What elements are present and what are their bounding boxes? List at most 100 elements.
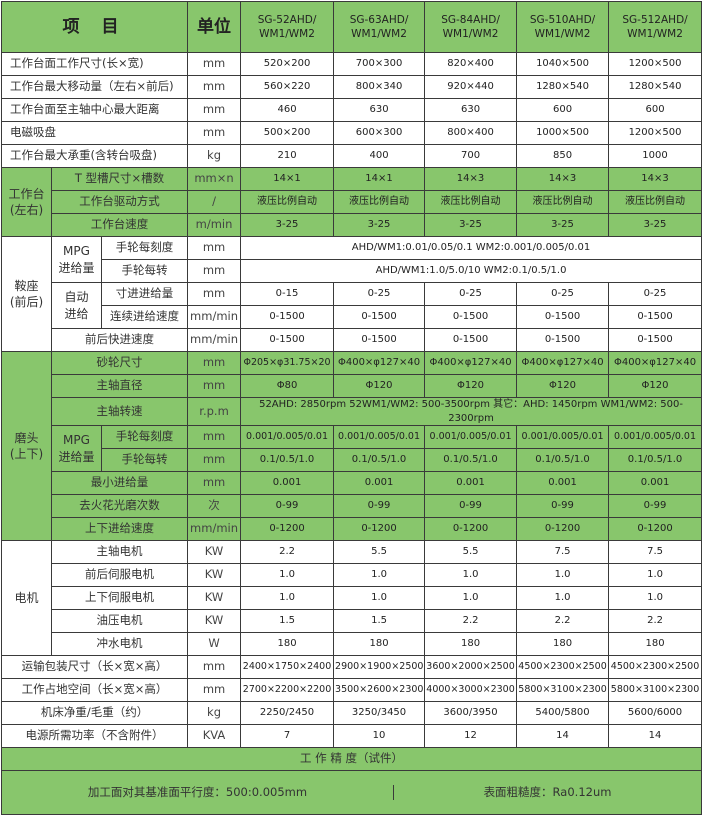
table-row: 手轮每转 mm 0.1/0.5/1.0 0.1/0.5/1.0 0.1/0.5/1.0 0… — [1, 448, 703, 472]
value-cell: 3-25 — [240, 213, 335, 237]
value-cell: 1.0 — [608, 586, 703, 610]
value-cell: 0-99 — [424, 494, 518, 518]
value-cell: 1000×500 — [516, 121, 610, 145]
value-cell: 0-1500 — [240, 305, 335, 329]
value-cell: 630 — [333, 98, 426, 122]
value-cell: Φ80 — [240, 374, 335, 398]
value-cell-span: 52AHD: 2850rpm 52WM1/WM2: 500-3500rpm 其它… — [240, 397, 703, 426]
unit-cell: KVA — [187, 724, 242, 748]
value-cell: 1.0 — [424, 563, 518, 587]
unit-cell: mm — [187, 471, 242, 495]
unit-cell: kg — [187, 701, 242, 725]
value-cell: 0-1500 — [240, 328, 335, 352]
value-cell: 1.0 — [333, 563, 426, 587]
value-cell: 3-25 — [424, 213, 518, 237]
value-cell: 0-1500 — [424, 328, 518, 352]
unit-cell: mm — [187, 236, 242, 260]
table-row: 电源所需功率（不含附件） KVA 7 10 12 14 14 — [0, 724, 703, 748]
table-row: 上下伺服电机 KW 1.0 1.0 1.0 1.0 1.0 — [2, 586, 703, 610]
value-cell: 液压比例自动 — [240, 190, 335, 214]
table-row: 工作占地空间（长×宽×高） mm 2700×2200×2200 3500×2600×2… — [0, 678, 703, 702]
value-cell: 1.0 — [608, 563, 703, 587]
value-cell: 1.5 — [240, 609, 335, 633]
group-label: 工作台 (左右) — [1, 167, 52, 237]
value-cell: 2400×1750×2400 — [240, 655, 335, 679]
value-cell: 180 — [608, 632, 703, 656]
unit-cell: r.p.m — [187, 397, 242, 426]
value-cell: 2700×2200×2200 — [240, 678, 335, 702]
unit-cell: W — [187, 632, 242, 656]
value-cell: 1.0 — [240, 563, 335, 587]
row-label: 工作台面工作尺寸(长×宽) — [0, 52, 189, 76]
value-cell: 0-1500 — [516, 328, 610, 352]
value-cell: 7.5 — [608, 540, 703, 564]
value-cell: 液压比例自动 — [424, 190, 518, 214]
unit-cell: mm — [187, 259, 242, 283]
value-cell: 14×3 — [516, 167, 610, 191]
row-label: 手轮每转 — [100, 448, 189, 472]
value-cell: 0.001 — [240, 471, 335, 495]
row-label: 前后伺服电机 — [50, 563, 189, 587]
value-cell: Φ120 — [608, 374, 703, 398]
table-row: 工作台 (左右) T 型槽尺寸×槽数 mm×n 14×1 14×1 14×3 14×3 14×… — [1, 167, 703, 237]
value-cell: 14 — [516, 724, 610, 748]
value-cell: 0-1200 — [608, 517, 703, 541]
header-row: 项 目 单位 SG-52AHD/ WM1/WM2 SG-63AHD/ WM1/W… — [0, 1, 703, 53]
value-cell: 0-99 — [516, 494, 610, 518]
table-row: 工作台最大承重(含转台吸盘) kg 210 400 700 850 1000 — [0, 144, 703, 168]
row-label: 上下伺服电机 — [50, 586, 189, 610]
row-label: 主轴电机 — [50, 540, 189, 564]
value-cell: 0.001 — [608, 471, 703, 495]
table-row: 电机 主轴电机 KW 2.2 5.5 5.5 7.5 7.5 — [1, 540, 703, 656]
row-label: 工作台最大移动量（左右×前后) — [0, 75, 189, 99]
value-cell: 5800×3100×2300 — [516, 678, 610, 702]
unit-cell: mm — [187, 655, 242, 679]
table-row: 运输包装尺寸（长×宽×高） mm 2400×1750×2400 2900×1900×2… — [0, 655, 703, 679]
value-cell: 3600/3950 — [424, 701, 518, 725]
value-cell: 700×300 — [333, 52, 426, 76]
value-cell: 1200×500 — [608, 52, 703, 76]
value-cell: 5600/6000 — [608, 701, 703, 725]
value-cell: 2.2 — [516, 609, 610, 633]
value-cell: Φ120 — [424, 374, 518, 398]
row-label: T 型槽尺寸×槽数 — [50, 167, 189, 191]
value-cell: 500×200 — [240, 121, 335, 145]
value-cell: 14×1 — [333, 167, 426, 191]
value-cell: 0.001 — [424, 471, 518, 495]
unit-cell: mm — [187, 678, 242, 702]
value-cell: Φ400×φ127×40 — [608, 351, 703, 375]
unit-cell: kg — [187, 144, 242, 168]
value-cell: 2.2 — [240, 540, 335, 564]
value-cell: 0-25 — [608, 282, 703, 306]
row-label: 主轴转速 — [50, 397, 189, 426]
value-cell: 0-1500 — [424, 305, 518, 329]
value-cell: 0.001 — [516, 471, 610, 495]
value-cell: 0-1200 — [424, 517, 518, 541]
precision-cell: 加工面对其基准面平行度：500:0.005mm 表面粗糙度：Ra0.12um — [0, 770, 703, 815]
value-cell: 1.0 — [424, 586, 518, 610]
row-label: 工作台速度 — [50, 213, 189, 237]
value-cell: 180 — [240, 632, 335, 656]
table-row: 去火花光磨次数次 0-99 0-99 0-99 0-99 0-99 — [1, 494, 703, 518]
table-row: MPG 进给量 手轮每刻度 mm 0.001/0.005/0.01 0.001/0.00… — [1, 425, 703, 472]
value-cell: 14×3 — [608, 167, 703, 191]
value-cell: 7 — [240, 724, 335, 748]
value-cell: 0.001/0.005/0.01 — [240, 425, 335, 449]
subgroup-label: MPG 进给量 — [51, 425, 102, 472]
value-cell: 0.1/0.5/1.0 — [240, 448, 335, 472]
value-cell: 14 — [608, 724, 703, 748]
row-label: 运输包装尺寸（长×宽×高） — [0, 655, 189, 679]
row-label: 去火花光磨次数 — [50, 494, 189, 518]
value-cell: 3250/3450 — [333, 701, 426, 725]
table-row: 工作台面工作尺寸(长×宽) mm 520×200 700×300 820×400 1040… — [0, 52, 703, 76]
table-row: 工作台驱动方式 / 液压比例自动 液压比例自动 液压比例自动 液压比例自动 液压比例自动 — [1, 190, 703, 214]
value-cell: 12 — [424, 724, 518, 748]
subgroup-label: MPG 进给量 — [51, 236, 102, 283]
row-label: 冲水电机 — [50, 632, 189, 656]
value-cell: 600 — [608, 98, 703, 122]
row-label: 电磁吸盘 — [0, 121, 189, 145]
value-cell: 0-15 — [240, 282, 335, 306]
row-label: 砂轮尺寸 — [50, 351, 189, 375]
value-cell: 180 — [333, 632, 426, 656]
header-model: SG-84AHD/ WM1/WM2 — [424, 1, 518, 53]
